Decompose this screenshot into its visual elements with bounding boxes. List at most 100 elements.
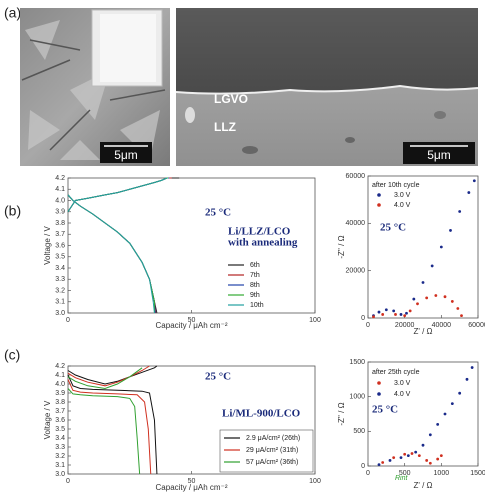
scatter-point — [381, 461, 385, 464]
x-tick-label: 0 — [66, 317, 70, 324]
scatter-point — [439, 454, 443, 457]
x-tick-label: 60000 — [468, 322, 485, 329]
scatter-point — [428, 433, 432, 437]
legend-swatch — [377, 193, 381, 197]
y-tick-label: 1000 — [349, 394, 365, 401]
layer-label: LGVO — [214, 92, 248, 106]
y-tick-label: 3.9 — [55, 390, 65, 397]
legend-label: 7th — [250, 272, 260, 279]
x-tick-label: 0 — [366, 322, 370, 329]
y-tick-label: 3.8 — [55, 220, 65, 227]
line-series — [67, 177, 169, 313]
annotation: 25 °C — [205, 207, 231, 219]
y-axis-label: -Z'' / Ω — [337, 235, 346, 258]
x-axis-label: Z' / Ω — [413, 481, 432, 490]
plot-frame — [367, 175, 479, 319]
annotation: with annealing — [228, 237, 298, 249]
scatter-point — [421, 443, 425, 447]
legend-label: 9th — [250, 292, 260, 299]
scatter-point — [425, 459, 429, 462]
y-tick-label: 0 — [361, 315, 365, 322]
line-series — [67, 177, 170, 314]
plot-frame — [367, 361, 479, 467]
y-tick-label: 3.1 — [55, 299, 65, 306]
legend-title: after 10th cycle — [372, 182, 420, 189]
scatter-point — [412, 297, 416, 301]
scatter-point — [430, 264, 434, 268]
line-series — [67, 367, 143, 475]
x-tick-label: 0 — [66, 478, 70, 485]
scatter-point — [467, 191, 471, 194]
y-axis-label: -Z'' / Ω — [337, 402, 346, 425]
scatter-point — [399, 456, 403, 460]
y-tick-label: 3.9 — [55, 209, 65, 216]
y-axis-label: Voltage / V — [43, 400, 52, 439]
x-tick-label: 100 — [309, 478, 321, 485]
y-tick-label: 3.3 — [55, 444, 65, 451]
scatter-point — [372, 315, 375, 319]
y-tick-label: 3.6 — [55, 242, 65, 249]
x-tick-label: 50 — [188, 317, 196, 324]
scatter-point — [436, 457, 440, 461]
line-series — [67, 177, 180, 314]
x-tick-label: 1500 — [470, 470, 485, 477]
y-tick-label: 1500 — [349, 359, 365, 366]
x-axis-label: Z' / Ω — [413, 327, 432, 336]
y-tick-label: 40000 — [346, 220, 366, 227]
y-tick-label: 4.1 — [55, 186, 65, 193]
legend-swatch — [377, 392, 381, 396]
scatter-point — [450, 300, 454, 303]
scatter-point — [405, 311, 408, 315]
scale-bar-label: 5μm — [114, 148, 138, 162]
scatter-point — [472, 179, 476, 183]
x-tick-label: 20000 — [395, 322, 415, 329]
y-tick-label: 3.0 — [55, 310, 65, 317]
scatter-point — [458, 210, 462, 213]
scatter-point — [414, 450, 418, 454]
scatter-point — [434, 294, 438, 297]
legend-label: 6th — [250, 262, 260, 269]
scatter-point — [450, 402, 454, 405]
y-tick-label: 3.8 — [55, 399, 65, 406]
y-tick-label: 3.7 — [55, 231, 65, 238]
y-tick-label: 500 — [353, 428, 365, 435]
annotation: Rint — [395, 475, 409, 482]
x-tick-label: 0 — [366, 470, 370, 477]
annotation: 25 °C — [372, 404, 398, 416]
panel-label: (c) — [4, 347, 20, 363]
legend-box — [219, 429, 314, 473]
x-axis-label: Capacity / μAh cm⁻² — [156, 321, 228, 330]
scatter-point — [460, 314, 463, 318]
legend-label: 3.0 V — [394, 380, 411, 387]
scatter-point — [403, 452, 407, 456]
scatter-point — [417, 454, 421, 457]
y-axis-label: Voltage / V — [43, 225, 52, 264]
y-tick-label: 3.3 — [55, 276, 65, 283]
legend-label: 10th — [250, 302, 264, 309]
scatter-point — [406, 454, 410, 457]
scale-bar-label: 5μm — [427, 148, 451, 162]
y-tick-label: 3.4 — [55, 265, 65, 272]
legend-title: after 25th cycle — [372, 369, 420, 376]
x-tick-label: 100 — [309, 317, 321, 324]
panel-label: (a) — [4, 5, 21, 21]
scatter-point — [449, 229, 452, 232]
scatter-point — [381, 313, 385, 316]
scatter-point — [443, 295, 447, 299]
legend-label: 29 μA/cm² (31th) — [246, 447, 298, 454]
y-tick-label: 3.2 — [55, 287, 65, 294]
y-tick-label: 3.6 — [55, 417, 65, 424]
sem-image: LGVO LLZ 5μm — [175, 8, 479, 166]
y-tick-label: 4.0 — [55, 381, 65, 388]
y-tick-label: 3.5 — [55, 426, 65, 433]
y-tick-label: 60000 — [346, 173, 366, 180]
legend-label: 2.9 μA/cm² (26th) — [246, 435, 300, 442]
y-tick-label: 4.1 — [55, 372, 65, 379]
scatter-point — [410, 452, 414, 455]
scatter-point — [377, 463, 381, 467]
y-tick-label: 4.0 — [55, 197, 65, 204]
scatter-point — [384, 308, 388, 312]
scatter-point — [439, 245, 443, 249]
x-axis-label: Capacity / μAh cm⁻² — [156, 483, 228, 492]
